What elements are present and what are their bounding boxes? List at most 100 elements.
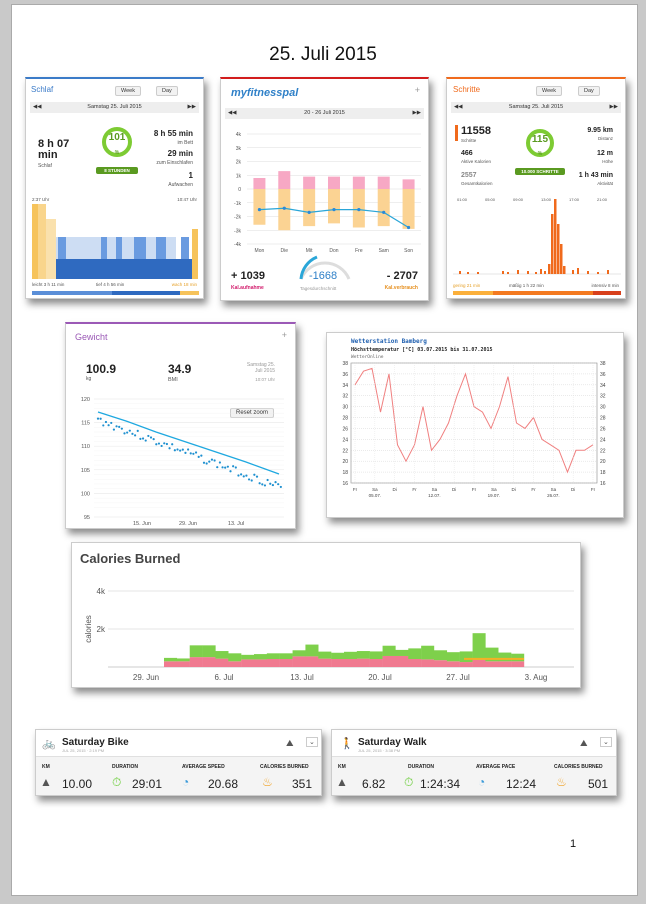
average-point <box>382 210 386 214</box>
intake-value: + 1039 <box>231 270 265 282</box>
steps-badge: 10.000 SCHRITTE <box>515 168 565 175</box>
step-bar <box>560 244 563 274</box>
prev-icon[interactable]: ◀◀ <box>454 104 463 110</box>
y-tick-label-right: 30 <box>600 405 606 411</box>
x-tick-label: Di <box>512 487 516 492</box>
chevron-down-icon[interactable]: ⌄ <box>306 737 318 747</box>
next-icon[interactable]: ▶▶ <box>187 104 196 110</box>
green-bar <box>266 653 280 660</box>
red-bar <box>305 656 319 667</box>
tab-day[interactable]: Day <box>156 86 178 96</box>
step-bar <box>557 224 560 274</box>
weight-point <box>258 482 261 485</box>
x-tick-label: Son <box>404 248 413 254</box>
weight-chart: 120 115 110 105 100 95 15. Jun 29. Jun 13. Jul <box>81 397 284 527</box>
tab-week[interactable]: Week <box>115 86 141 96</box>
sleep-score: 101% <box>102 127 132 157</box>
burned-bar <box>253 189 266 225</box>
prev-icon[interactable]: ◀◀ <box>228 110 237 116</box>
average-point <box>357 208 361 212</box>
weather-chart: 38 38 36 36 34 34 32 32 30 30 28 28 26 26 24 24 22 22 20 20… <box>342 361 606 498</box>
calories-chart: 4k 2k calories 29. Jun 6. Jul 13. Jul 20. Jul 2… <box>84 587 574 682</box>
average-point <box>332 208 336 212</box>
x-tick-label: Di <box>393 487 397 492</box>
weight-point <box>274 481 277 484</box>
x-tick-label: Mon <box>255 248 265 254</box>
green-bar <box>421 645 435 660</box>
x-tick-label: Don <box>329 248 338 254</box>
weight-point <box>149 436 153 439</box>
y-tick-label: 3k <box>236 146 242 152</box>
stopwatch-icon: ⏱ <box>112 775 122 789</box>
weight-point <box>245 474 248 477</box>
weight-point <box>99 417 102 420</box>
steps-marker <box>455 125 458 141</box>
step-bar <box>548 264 551 274</box>
date-nav: ◀◀ Samstag 25. Juli 2015 ▶▶ <box>30 102 199 113</box>
share-icon[interactable]: ⛰ <box>580 738 588 748</box>
green-bar <box>511 653 525 662</box>
weight-point <box>205 462 208 465</box>
weight-point <box>189 452 192 455</box>
red-bar <box>356 658 370 667</box>
step-bar <box>577 268 579 274</box>
x-tick-sublabel: 05.07. <box>369 493 382 498</box>
red-bar <box>485 661 499 667</box>
weight-point <box>147 434 150 438</box>
add-icon[interactable]: + <box>281 330 287 340</box>
green-bar <box>472 633 486 660</box>
step-bar <box>544 271 546 274</box>
weight-point <box>168 447 171 450</box>
share-icon[interactable]: ⛰ <box>286 738 294 748</box>
page-title: 25. Juli 2015 <box>269 44 377 65</box>
y-tick-label-right: 34 <box>600 383 606 389</box>
weight-point <box>181 448 184 451</box>
green-bar <box>228 653 242 662</box>
weight-point <box>136 429 139 432</box>
y-tick-label: 110 <box>81 444 90 450</box>
weight-point <box>112 428 115 431</box>
y-tick-label: 95 <box>84 515 90 521</box>
next-icon[interactable]: ▶▶ <box>412 110 421 116</box>
average-point <box>257 208 262 212</box>
x-tick-label: Fr <box>472 487 477 492</box>
range-nav: ◀◀ 20 - 26 Juli 2015 ▶▶ <box>225 108 424 119</box>
weight-point <box>179 449 182 452</box>
x-tick-sublabel: 19.07. <box>488 493 501 498</box>
tab-day[interactable]: Day <box>578 86 600 96</box>
y-tick-label-right: 16 <box>600 481 606 487</box>
mfp-chart: 4k 3k 2k 1k 0 -1k -2k -3k -4k Mon Die Mit Don Fre Sam S… <box>234 132 421 280</box>
y-tick-label-right: 24 <box>600 437 606 443</box>
x-tick-sublabel: 12.07. <box>428 493 441 498</box>
weight-point <box>96 417 100 420</box>
x-tick-label: 29. Jun <box>179 521 197 527</box>
red-bar <box>331 659 345 667</box>
tab-week[interactable]: Week <box>536 86 562 96</box>
red-bar <box>382 655 396 667</box>
weight-point <box>120 427 123 430</box>
prev-icon[interactable]: ◀◀ <box>33 104 42 110</box>
weight-point <box>221 466 224 469</box>
green-bar <box>318 651 332 659</box>
chevron-down-icon[interactable]: ⌄ <box>600 737 612 747</box>
x-tick-label: Sa <box>432 487 438 492</box>
next-icon[interactable]: ▶▶ <box>609 104 618 110</box>
red-bar <box>228 661 242 667</box>
x-tick-label: Di <box>452 487 456 492</box>
burned-bar <box>377 189 390 227</box>
sleep-card: Schlaf Week Day ◀◀ Samstag 25. Juli 2015 ▶… <box>25 77 204 299</box>
high-bar <box>593 291 621 295</box>
step-bar <box>517 270 519 274</box>
green-bar <box>176 658 190 662</box>
weight-point <box>163 442 166 445</box>
red-bar <box>241 659 255 667</box>
y-tick-label-right: 26 <box>600 426 606 432</box>
add-icon[interactable]: + <box>414 85 420 95</box>
green-bar <box>459 651 473 663</box>
y-tick-label: 2k <box>97 625 106 634</box>
y-tick-label: 105 <box>81 468 90 474</box>
weight-point <box>102 424 105 427</box>
sleep-total: 8 h 07 min <box>38 138 70 161</box>
red-bar <box>344 659 358 667</box>
green-bar <box>344 651 358 660</box>
